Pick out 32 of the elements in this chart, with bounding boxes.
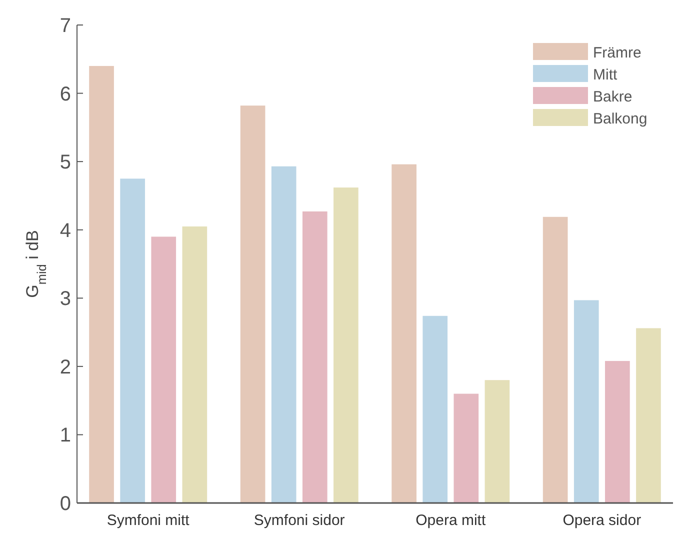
bar [240,106,266,503]
bar [605,360,630,503]
bar [151,236,176,503]
x-tick-label: Opera mitt [416,512,486,529]
y-tick-label: 7 [60,15,71,37]
x-tick-label: Opera sidor [562,512,642,529]
bar [120,178,145,503]
y-tick-label: 2 [60,356,71,378]
bar [302,211,328,503]
bar [454,394,479,503]
legend-label: Mitt [593,66,618,84]
y-tick-label: 6 [60,83,71,106]
bar [636,328,661,503]
x-tick-label: Symfoni mitt [106,512,190,529]
bar [182,226,208,503]
y-tick-label: 0 [60,493,71,515]
bar [542,216,568,503]
bar [89,66,114,503]
legend-label: Främre [593,44,642,62]
bar [392,164,416,503]
bar [574,300,599,503]
bar [422,316,448,503]
x-tick-label: Symfoni sidor [254,512,345,529]
y-tick-label: 3 [60,288,71,310]
y-tick-label: 1 [60,424,71,447]
legend-label: Bakre [593,88,632,106]
y-tick-label: 5 [60,152,71,174]
bar [484,380,510,503]
bar [334,188,358,503]
y-tick-label: 4 [60,220,71,242]
legend-label: Balkong [593,110,648,128]
bar [271,166,296,503]
